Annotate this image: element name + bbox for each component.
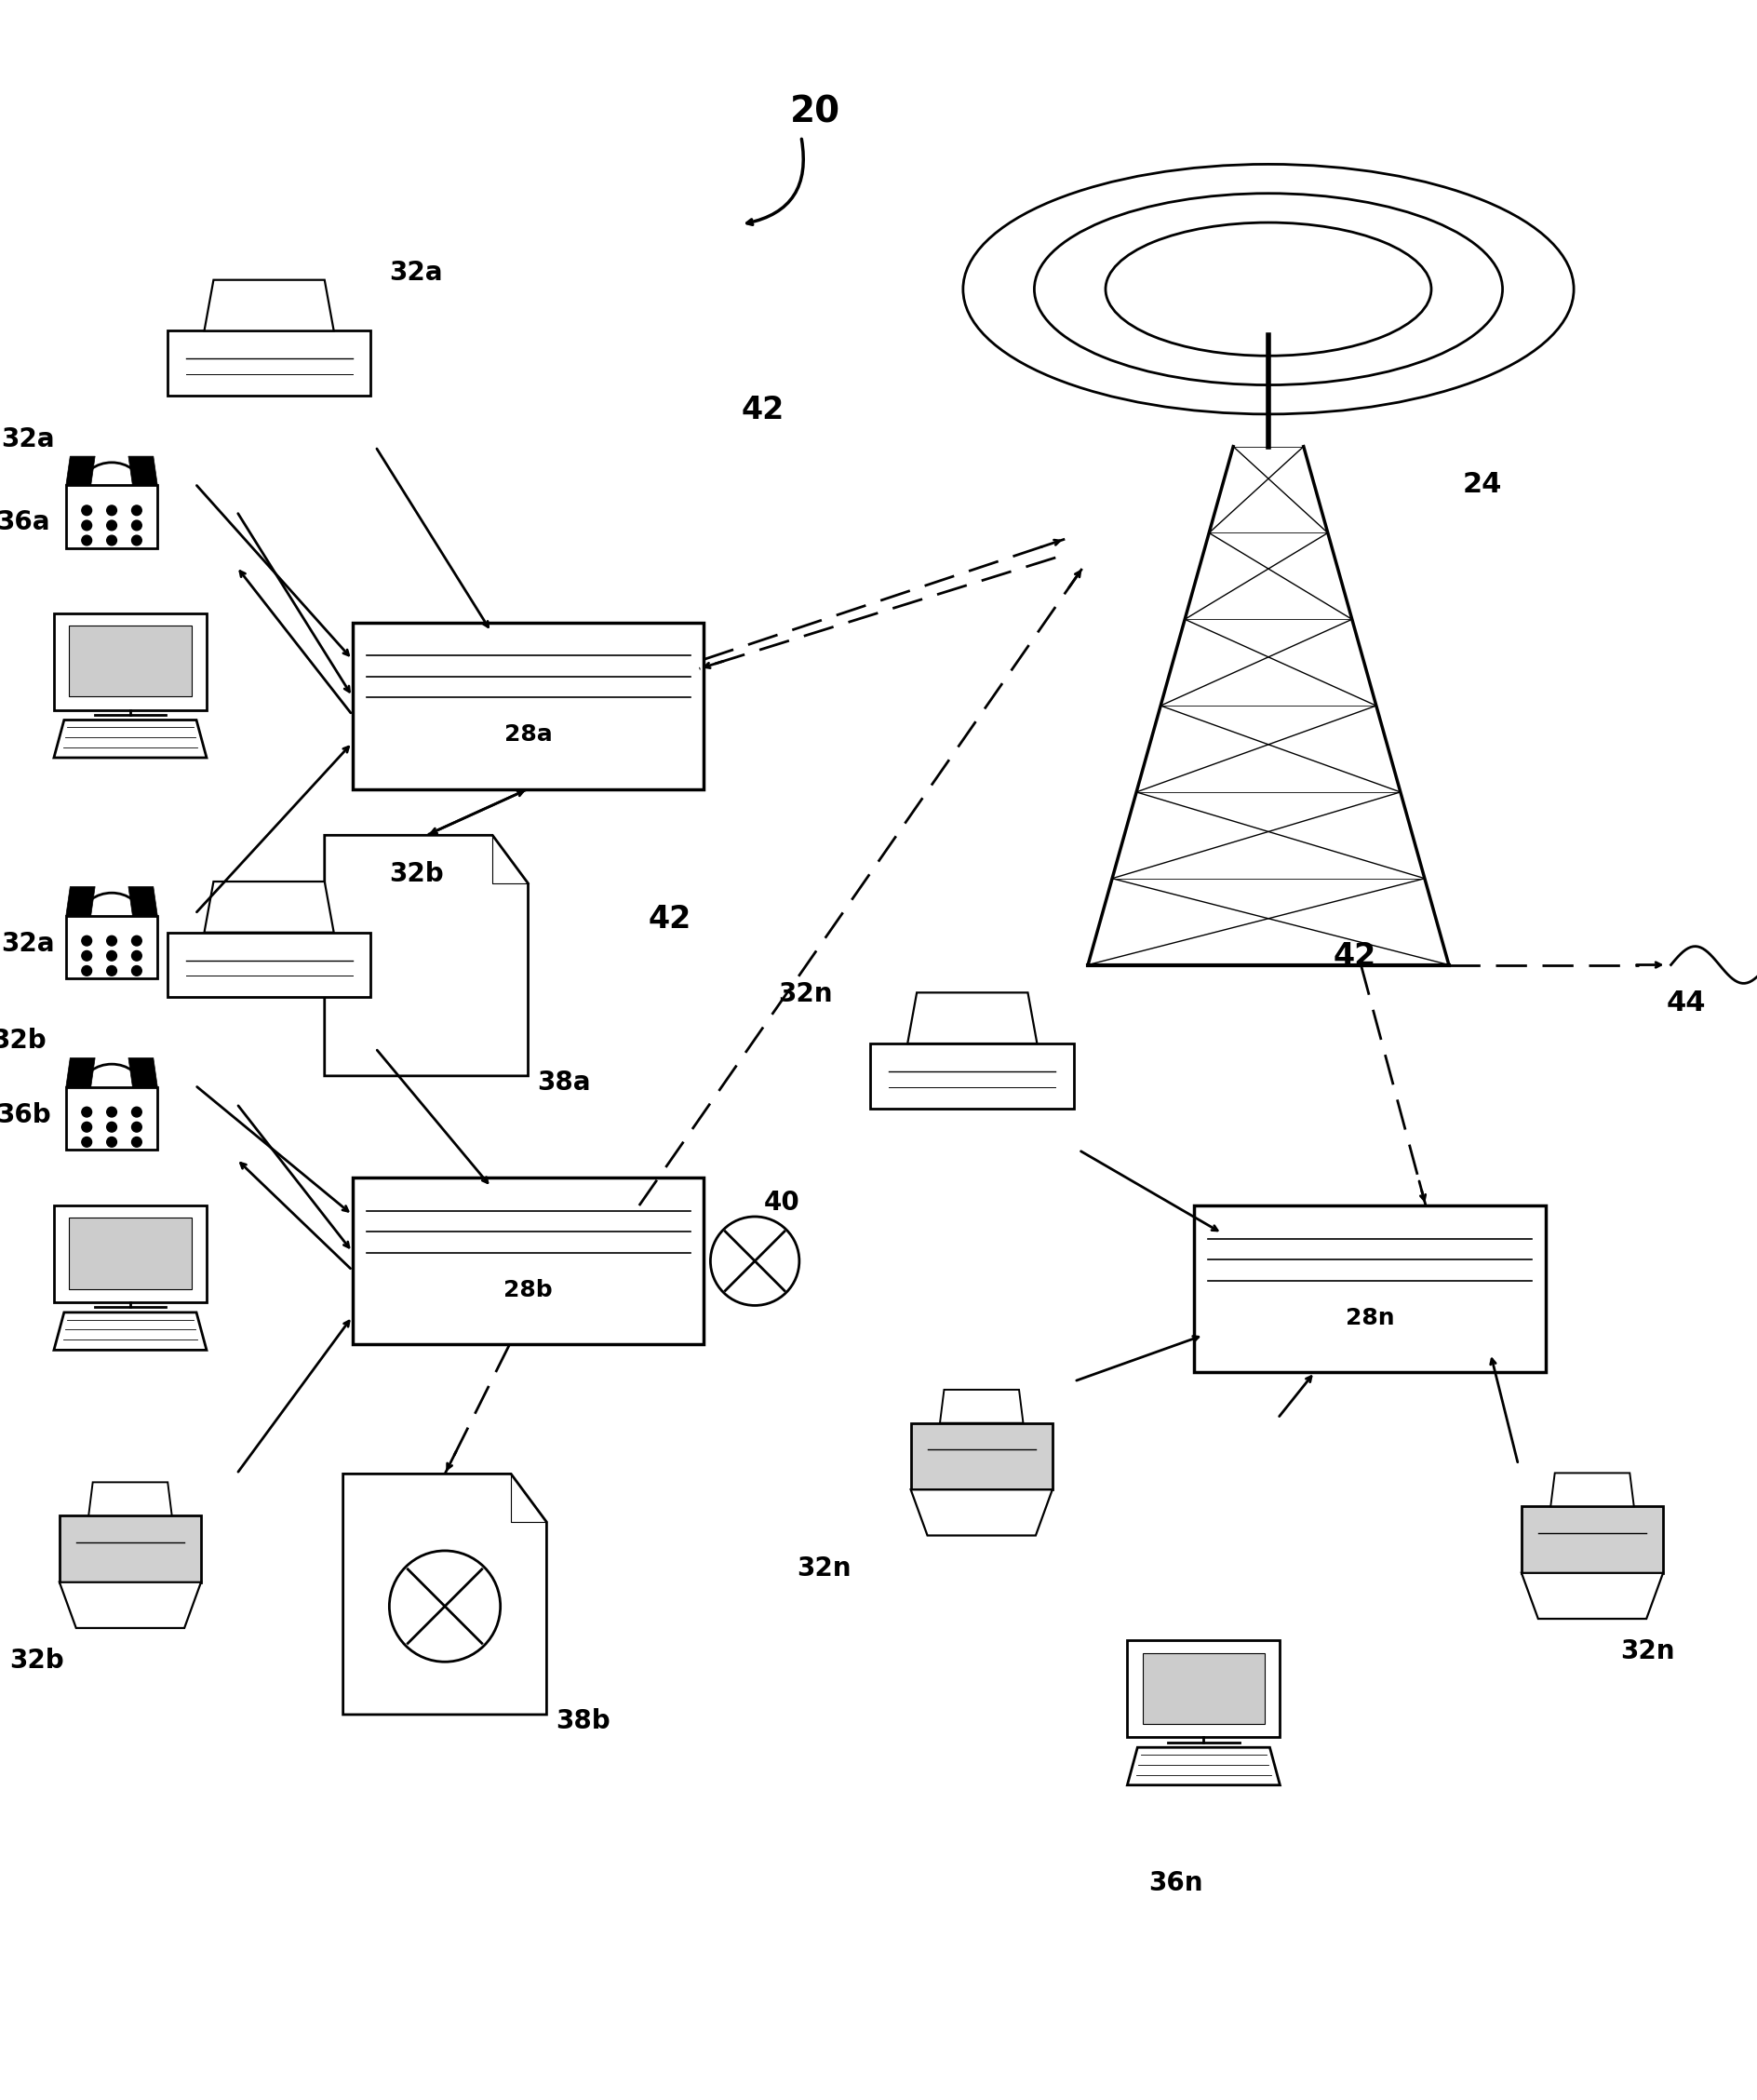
Text: 42: 42 [741, 395, 784, 426]
Text: 32n: 32n [1620, 1638, 1674, 1665]
Polygon shape [54, 720, 207, 758]
Text: 32n: 32n [796, 1556, 850, 1581]
Text: 44: 44 [1666, 989, 1706, 1016]
Polygon shape [88, 1483, 172, 1516]
Text: 24: 24 [1464, 470, 1502, 498]
Polygon shape [67, 916, 158, 979]
Text: 28a: 28a [504, 724, 552, 746]
Text: 32a: 32a [0, 426, 54, 451]
Circle shape [710, 1216, 799, 1306]
Polygon shape [128, 456, 158, 485]
Text: 36b: 36b [0, 1102, 51, 1128]
Polygon shape [67, 485, 158, 548]
Polygon shape [69, 1218, 192, 1289]
Text: 32b: 32b [390, 861, 445, 886]
Text: 32b: 32b [11, 1648, 65, 1674]
Circle shape [132, 1121, 142, 1132]
Circle shape [132, 1107, 142, 1117]
Polygon shape [128, 1058, 158, 1088]
Circle shape [83, 966, 91, 976]
Circle shape [83, 951, 91, 962]
Text: 36a: 36a [0, 510, 49, 536]
Polygon shape [353, 622, 705, 790]
Circle shape [107, 536, 116, 546]
Polygon shape [1522, 1573, 1664, 1619]
Circle shape [83, 506, 91, 514]
Circle shape [107, 1107, 116, 1117]
Polygon shape [67, 1088, 158, 1149]
Polygon shape [870, 1044, 1074, 1109]
Polygon shape [1128, 1747, 1281, 1785]
Polygon shape [54, 1312, 207, 1350]
Polygon shape [1142, 1653, 1265, 1724]
Circle shape [107, 506, 116, 514]
Text: 28n: 28n [1346, 1306, 1395, 1329]
Circle shape [83, 1107, 91, 1117]
Polygon shape [1195, 1205, 1546, 1371]
Circle shape [83, 937, 91, 945]
Circle shape [107, 951, 116, 962]
Circle shape [107, 1121, 116, 1132]
Polygon shape [54, 613, 207, 710]
Circle shape [83, 1136, 91, 1147]
Circle shape [132, 536, 142, 546]
Circle shape [132, 951, 142, 962]
Polygon shape [54, 1205, 207, 1302]
Text: 42: 42 [648, 903, 692, 934]
Circle shape [107, 1136, 116, 1147]
Text: 32n: 32n [778, 981, 833, 1008]
Text: 32a: 32a [390, 260, 443, 286]
Text: 38a: 38a [538, 1069, 590, 1096]
Text: 32a: 32a [0, 930, 54, 956]
Polygon shape [343, 1474, 546, 1714]
Polygon shape [353, 1178, 705, 1344]
Circle shape [132, 966, 142, 976]
Text: 36n: 36n [1147, 1869, 1202, 1896]
Polygon shape [167, 332, 371, 395]
Circle shape [132, 521, 142, 531]
Polygon shape [1522, 1506, 1664, 1573]
Text: 32b: 32b [0, 1027, 46, 1054]
Circle shape [107, 966, 116, 976]
Polygon shape [128, 886, 158, 916]
Text: 38b: 38b [555, 1707, 610, 1735]
Circle shape [83, 536, 91, 546]
Polygon shape [908, 993, 1037, 1044]
Polygon shape [940, 1390, 1023, 1424]
Polygon shape [67, 456, 95, 485]
Circle shape [132, 506, 142, 514]
Text: 20: 20 [791, 94, 840, 130]
Circle shape [83, 521, 91, 531]
Polygon shape [60, 1516, 200, 1581]
Polygon shape [1128, 1640, 1281, 1737]
Polygon shape [67, 886, 95, 916]
Circle shape [132, 937, 142, 945]
Circle shape [132, 1136, 142, 1147]
Polygon shape [67, 1058, 95, 1088]
Polygon shape [910, 1489, 1052, 1535]
Text: 42: 42 [1334, 941, 1376, 972]
Text: 40: 40 [764, 1189, 799, 1216]
Polygon shape [1551, 1472, 1634, 1506]
Circle shape [83, 1121, 91, 1132]
Polygon shape [204, 279, 334, 332]
Polygon shape [325, 836, 529, 1075]
Circle shape [107, 521, 116, 531]
Polygon shape [910, 1424, 1052, 1489]
Text: 28b: 28b [504, 1279, 553, 1302]
Polygon shape [167, 932, 371, 997]
Polygon shape [69, 626, 192, 697]
Polygon shape [204, 882, 334, 932]
Polygon shape [60, 1581, 200, 1628]
Circle shape [107, 937, 116, 945]
